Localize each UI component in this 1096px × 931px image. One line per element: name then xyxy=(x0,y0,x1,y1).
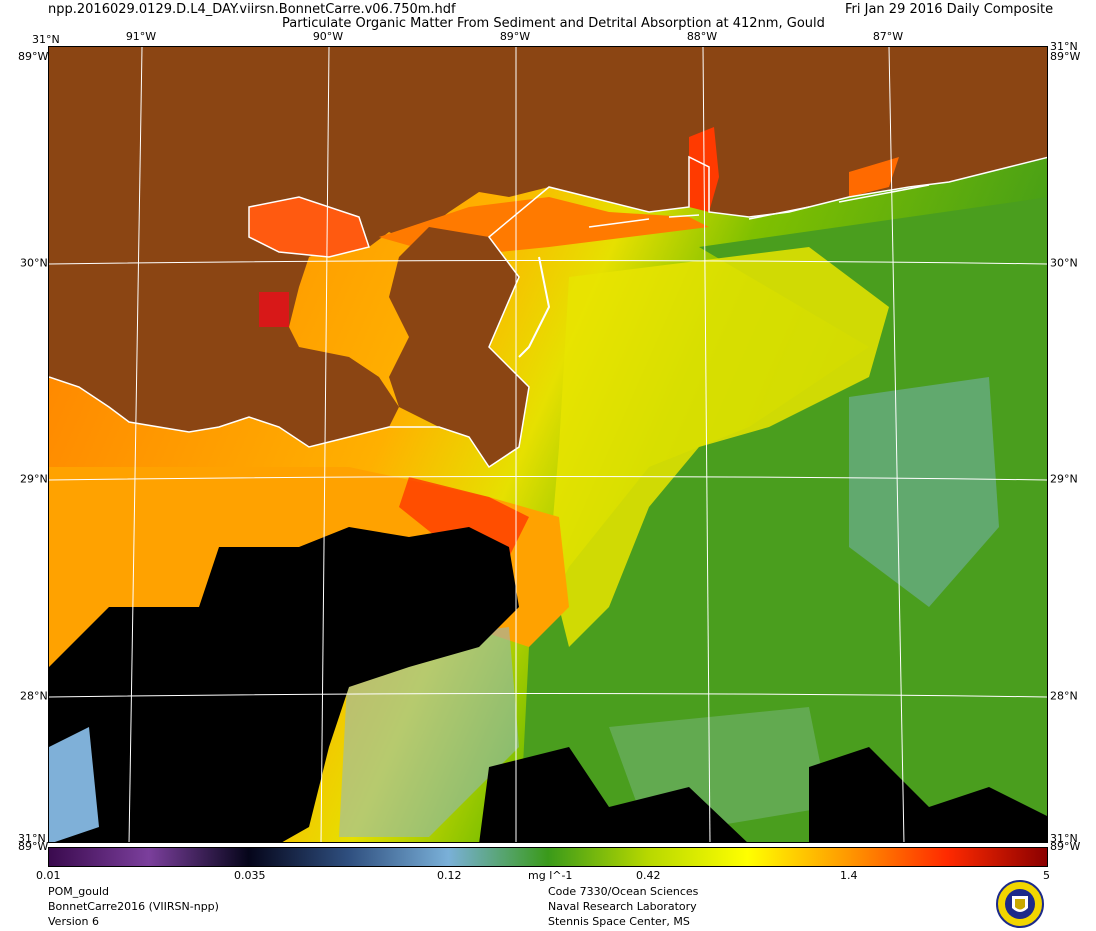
colorbar-tick-0-12: 0.12 xyxy=(437,869,462,882)
file-name: npp.2016029.0129.D.L4_DAY.viirsn.BonnetC… xyxy=(48,2,456,17)
nrl-logo xyxy=(996,880,1044,928)
lake-pontchartrain xyxy=(249,197,369,257)
colorbar-tick-0-01: 0.01 xyxy=(36,869,61,882)
map-image xyxy=(48,46,1048,843)
dataset-name: BonnetCarre2016 (VIIRSN-npp) xyxy=(48,900,219,913)
corner-lon-bottom-right: 89°W xyxy=(1050,840,1081,853)
colorbar-tick-5: 5 xyxy=(1043,869,1050,882)
red-nearshore xyxy=(399,477,529,557)
parallel-28n xyxy=(49,693,1047,698)
parallel-30n xyxy=(49,260,1047,265)
version-label: Version 6 xyxy=(48,915,99,928)
red-inland-spots xyxy=(259,292,289,327)
lowpom-patch-left xyxy=(49,727,99,842)
color-scale-bar xyxy=(48,847,1048,867)
map-raster xyxy=(49,47,1047,842)
land-area xyxy=(49,47,1047,447)
meridian-91w xyxy=(128,47,143,842)
product-name: POM_gould xyxy=(48,885,110,898)
corner-label-top-right: 31°N xyxy=(1050,40,1078,53)
colorbar-tick-1-4: 1.4 xyxy=(840,869,858,882)
map-title: Particulate Organic Matter From Sediment… xyxy=(282,16,825,31)
chandeleur-islands xyxy=(518,256,551,358)
lat-label-29n-left: 29°N xyxy=(20,472,48,486)
lon-label-88w: 88°W xyxy=(686,30,718,43)
colorbar-tick-0-035: 0.035 xyxy=(234,869,266,882)
org-location: Stennis Space Center, MS xyxy=(548,915,690,928)
corner-label-bottom-right: 31°N xyxy=(1050,832,1078,845)
meridian-88w xyxy=(702,47,711,842)
lat-label-30n-left: 30°N xyxy=(20,256,48,270)
offshore-green-water xyxy=(519,197,1047,842)
low-pom-patch-east xyxy=(849,377,999,607)
pensacola-bay xyxy=(849,157,899,197)
yellow-plume xyxy=(549,247,889,647)
lat-label-29n-right: 29°N xyxy=(1050,472,1078,486)
lon-label-89w: 89°W xyxy=(499,30,531,43)
lon-label-87w: 87°W xyxy=(872,30,904,43)
corner-lon-top-right: 89°W xyxy=(1050,50,1081,63)
lon-label-90w: 90°W xyxy=(312,30,344,43)
corner-lon-top-left: 89°W xyxy=(18,50,49,63)
lat-label-30n-right: 30°N xyxy=(1050,256,1078,270)
org-code: Code 7330/Ocean Sciences xyxy=(548,885,699,898)
nodata-area-southeast xyxy=(809,747,1047,842)
graticule xyxy=(49,47,1047,842)
meridian-87w xyxy=(888,47,905,842)
parallel-29n xyxy=(49,476,1047,481)
lat-label-28n-right: 28°N xyxy=(1050,689,1078,703)
colorbar-tick-0-42: 0.42 xyxy=(636,869,661,882)
colorbar-units: mg l^-1 xyxy=(528,869,573,882)
corner-label-bottom-left: 31°N xyxy=(18,832,46,845)
corner-label-top-left: 31°N xyxy=(32,33,60,46)
meridian-90w xyxy=(320,47,330,842)
lake-pontchartrain-shore xyxy=(248,196,370,258)
barrier-islands xyxy=(588,184,930,228)
low-pom-patch-southwest xyxy=(339,627,519,837)
composite-date: Fri Jan 29 2016 Daily Composite xyxy=(845,2,1054,17)
lat-label-28n-left: 28°N xyxy=(20,689,48,703)
delta-marsh xyxy=(389,227,529,467)
corner-lon-bottom-left: 89°W xyxy=(18,840,49,853)
nodata-area-southwest xyxy=(49,527,519,842)
org-name: Naval Research Laboratory xyxy=(548,900,697,913)
lon-label-91w: 91°W xyxy=(125,30,157,43)
nodata-area-south xyxy=(479,747,747,842)
